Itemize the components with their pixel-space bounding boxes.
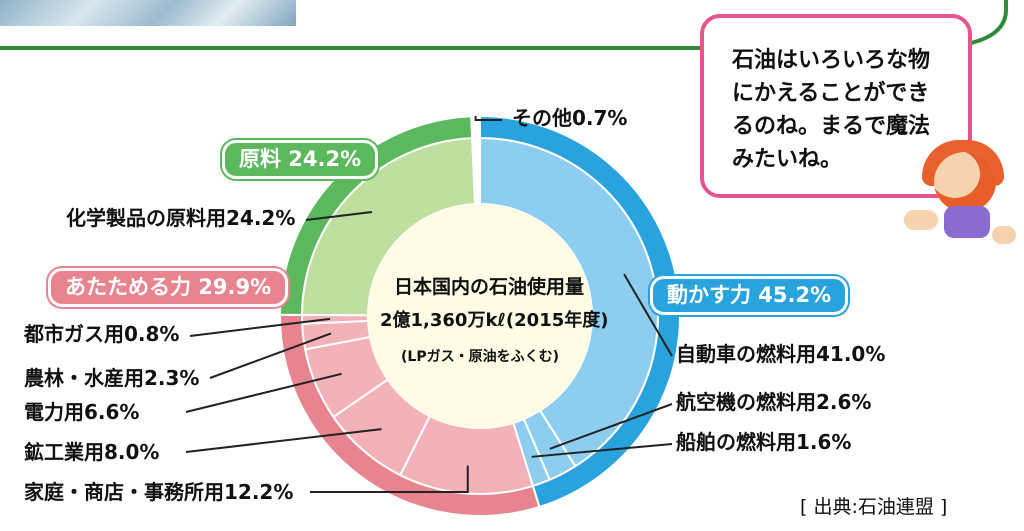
label-ship: 船舶の燃料用1.6% [676,430,852,454]
bubble-line: 石油はいろいろな物 [732,48,931,73]
leader-line-9 [305,210,373,221]
leader-line-3 [531,443,673,458]
label-car: 自動車の燃料用41.0% [676,342,886,366]
leader-line-2 [549,403,673,450]
chart-title: 日本国内の石油使用量 [394,276,585,298]
chart-note: (LPガス・原油をふくむ) [401,349,559,365]
group-arc-4 [470,114,481,140]
source-note: [ 出典:石油連盟 ] [800,496,948,518]
character-hand [904,210,938,230]
character-face [934,152,996,212]
label-airplane: 航空機の燃料用2.6% [676,390,872,414]
center-disc [368,204,592,428]
bubble-line: るのね。まるで魔法 [732,114,931,139]
label-mining: 鉱工業用8.0% [24,440,160,464]
label-city-gas: 都市ガス用0.8% [24,322,180,346]
character-body [944,206,990,238]
label-other: その他0.7% [512,106,628,130]
bubble-line: みたいね。 [732,147,843,172]
label-home: 家庭・商店・事務所用12.2% [24,480,294,504]
character-hand [992,226,1016,244]
leader-line-8 [189,317,331,337]
leader-line-7 [209,332,332,379]
header-photo [0,0,296,26]
speech-bubble: 石油はいろいろな物 にかえることができ るのね。まるで魔法 みたいね。 [700,14,972,198]
label-chemical: 化学製品の原料用24.2% [66,206,296,230]
leader-line-10 [474,116,502,121]
group-tag-atatameru: あたためる力 29.9% [48,268,289,307]
label-power: 電力用6.6% [24,400,140,424]
leader-line-4 [310,465,469,493]
label-agri: 農林・水産用2.3% [24,366,200,390]
leader-line-1 [623,273,673,357]
leader-lines [185,116,673,493]
group-tag-ugokasu: 動かす力 45.2% [650,276,849,315]
leader-line-5 [185,428,382,453]
chart-subtitle: 2億1,360万kℓ(2015年度) [380,310,609,331]
leader-line-6 [185,372,342,413]
bubble-line: にかえることができ [732,81,930,106]
group-tag-genryo: 原料 24.2% [222,140,379,179]
